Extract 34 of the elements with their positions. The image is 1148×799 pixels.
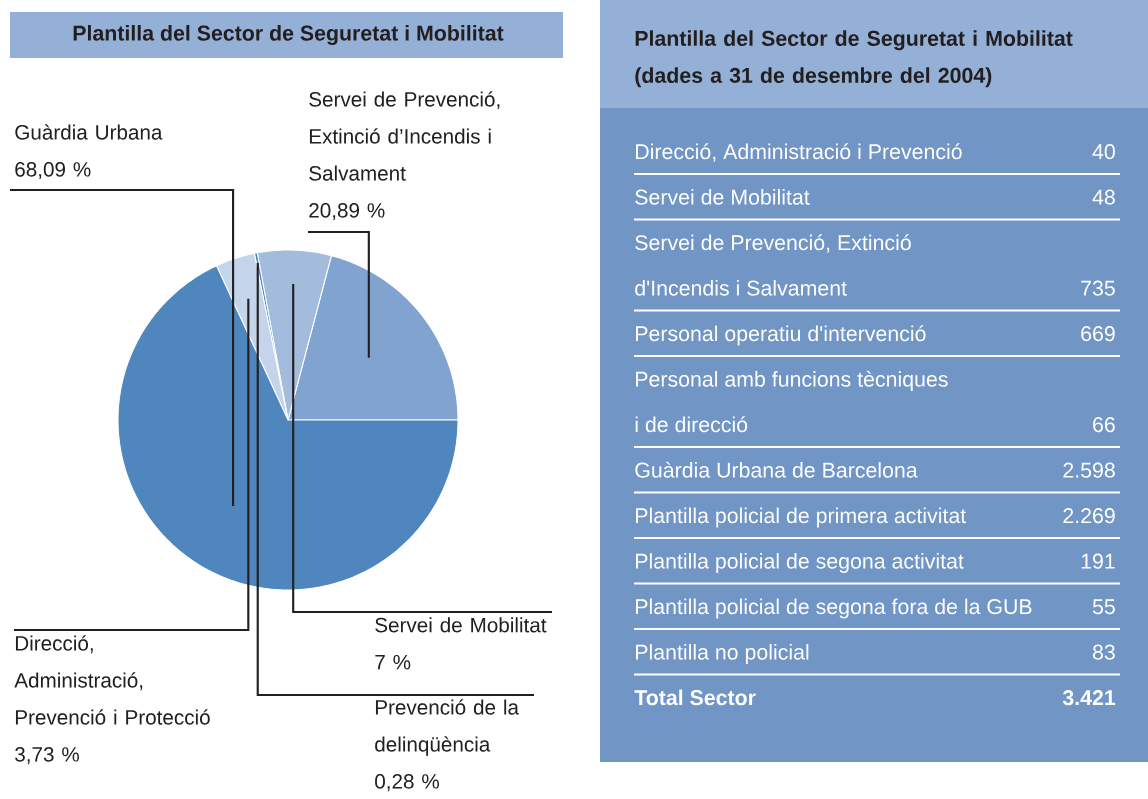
data-label: 2.598: [1063, 462, 1115, 478]
slice-label: Servei de Mobilitat: [375, 617, 547, 633]
data-label: 3.421: [1062, 690, 1116, 706]
data-label: 0,28 %: [375, 774, 439, 792]
slice-label: Guàrdia Urbana: [15, 124, 163, 140]
data-label: 669: [1081, 326, 1115, 342]
slice-label: Servei de Prevenció, Extinció d’Incendis i Salvament: [309, 91, 500, 181]
category-label: Plantilla policial de segona activitat: [636, 553, 964, 573]
category-label: Plantilla policial de segona fora de la GUB: [636, 598, 1032, 619]
data-label: 2.269: [1063, 508, 1115, 524]
category-label: Plantilla policial de primera activitat: [636, 507, 967, 528]
data-label: 40: [1092, 144, 1115, 160]
data-label: 66: [1093, 417, 1115, 433]
data-label: 83: [1092, 644, 1115, 660]
slice-label: Prevenció de la delinqüència: [375, 699, 519, 756]
data-label: 55: [1092, 599, 1115, 615]
chart-title: Plantilla del Sector de Seguretat i Mobilitat: [73, 25, 504, 45]
category-label: Servei de Prevenció, Extinció d'Incendis i Salvament: [635, 234, 911, 296]
data-label: 68,09 %: [15, 162, 91, 180]
text: Plantilla del Sector de Seguretat i Mobilitat (dades a 31 de desembre del 2004): [635, 30, 1073, 88]
category-label: Servei de Mobilitat: [635, 189, 810, 205]
data-label: 20,89 %: [309, 203, 385, 221]
data-label: 7 %: [375, 654, 411, 670]
category-label: Plantilla no policial: [636, 644, 809, 664]
category-label: Personal amb funcions tècniques i de direcció: [635, 370, 948, 433]
data-label: 3,73 %: [15, 747, 79, 765]
slice-label: Direcció, Administració, Prevenció i Protecció: [14, 635, 210, 725]
category-label: Direcció, Administració i Prevenció: [636, 143, 962, 162]
category-label: Personal operatiu d'intervenció: [636, 325, 926, 346]
category-label: Total Sector: [634, 689, 756, 706]
data-label: 735: [1081, 280, 1115, 296]
category-label: Guàrdia Urbana de Barcelona: [635, 461, 918, 478]
data-label: 191: [1081, 553, 1115, 569]
data-label: 48: [1092, 189, 1115, 205]
